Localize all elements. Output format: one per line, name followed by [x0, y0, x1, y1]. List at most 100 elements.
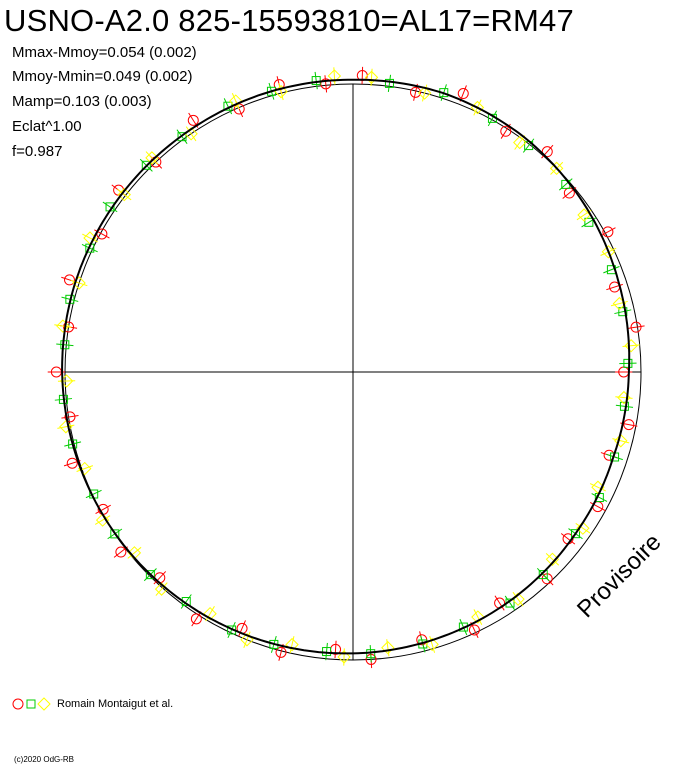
legend-label: Romain Montaigut et al. — [57, 698, 174, 710]
square-data-point — [311, 71, 321, 90]
diamond-data-point — [57, 420, 75, 434]
error-bar — [429, 635, 436, 653]
error-bar — [459, 85, 467, 102]
diamond-data-point — [337, 648, 351, 666]
square-marker — [60, 340, 70, 350]
circle-marker — [275, 646, 287, 658]
diamond-marker — [327, 69, 342, 83]
error-bar — [324, 75, 328, 93]
error-bar — [387, 74, 392, 93]
diamond-marker — [59, 420, 73, 434]
error-bar — [205, 606, 215, 622]
error-bar — [153, 571, 167, 585]
square-marker — [538, 570, 548, 580]
circle-data-point — [627, 321, 645, 333]
error-bar — [614, 309, 632, 315]
diamond-marker — [337, 650, 351, 664]
error-bar — [243, 631, 251, 648]
error-bar — [612, 438, 630, 444]
error-bar — [145, 151, 159, 165]
error-bar — [473, 609, 483, 625]
error-bar — [541, 144, 554, 159]
circle-data-point — [600, 226, 616, 238]
error-bar — [545, 553, 560, 566]
circle-marker — [64, 411, 76, 423]
error-bar — [56, 343, 74, 347]
diamond-marker — [203, 606, 217, 621]
error-bar — [70, 279, 88, 287]
error-bar — [514, 135, 526, 150]
diamond-marker — [417, 86, 432, 100]
error-bar — [127, 546, 142, 559]
error-bar — [504, 595, 516, 611]
error-bar — [619, 362, 637, 365]
error-bar — [314, 71, 318, 90]
circle-marker — [190, 613, 202, 625]
square-marker — [68, 439, 78, 449]
diamond-marker — [513, 135, 527, 150]
diamond-data-point — [57, 374, 76, 388]
circle-marker — [320, 78, 332, 90]
error-bar — [82, 233, 98, 243]
diamond-marker — [117, 187, 132, 202]
error-bar — [575, 522, 591, 534]
diamond-data-point — [327, 67, 342, 85]
error-bar — [512, 591, 524, 607]
diamond-data-point — [513, 135, 527, 150]
square-marker — [584, 217, 594, 227]
error-bar — [180, 594, 192, 609]
diamond-data-point — [575, 521, 591, 535]
circle-marker — [115, 546, 127, 558]
diamond-marker — [285, 637, 299, 652]
error-bar — [487, 110, 498, 127]
error-bar — [238, 620, 246, 637]
error-bar — [117, 188, 132, 201]
error-bar — [102, 201, 118, 213]
error-bar — [600, 227, 616, 237]
diamond-data-point — [54, 319, 72, 333]
error-bar — [185, 126, 197, 142]
diamond-marker — [624, 339, 638, 353]
error-bar — [231, 92, 240, 110]
square-data-point — [536, 567, 550, 582]
error-bar — [95, 504, 111, 514]
circle-marker — [541, 146, 553, 158]
diamond-marker — [364, 70, 379, 85]
square-data-point — [619, 358, 637, 368]
square-data-point — [603, 265, 620, 275]
error-bar — [627, 325, 645, 330]
diamond-data-point — [622, 339, 640, 353]
stat-frequency: f=0.987 — [12, 143, 63, 160]
circle-marker — [410, 86, 422, 98]
square-marker — [145, 570, 155, 580]
circle-data-point — [541, 144, 554, 159]
error-bar — [334, 640, 337, 659]
diamond-data-point — [381, 639, 395, 657]
stat-eclat: Eclat^1.00 — [12, 118, 82, 135]
diamond-data-point — [285, 636, 299, 654]
error-bar — [603, 266, 620, 274]
square-marker — [141, 160, 151, 170]
circle-marker — [63, 321, 75, 333]
circle-marker — [187, 114, 199, 126]
diamond-data-point — [471, 609, 485, 625]
diamond-marker — [95, 513, 110, 527]
error-bar — [606, 453, 623, 461]
error-bar — [420, 635, 426, 653]
diamond-marker — [229, 94, 243, 108]
circle-data-point — [320, 75, 332, 93]
diamond-marker — [549, 161, 564, 176]
error-bar — [223, 98, 233, 115]
circle-marker — [602, 226, 614, 238]
error-bar — [57, 424, 75, 429]
diamond-data-point — [364, 68, 379, 87]
error-bar — [560, 533, 576, 545]
error-bar — [289, 636, 295, 654]
diamond-data-point — [229, 92, 243, 110]
page-title: USNO-A2.0 825-15593810=AL17=RM47 — [4, 3, 574, 38]
diamond-marker — [576, 521, 590, 535]
error-bar — [325, 642, 328, 661]
model-curve — [61, 78, 631, 655]
